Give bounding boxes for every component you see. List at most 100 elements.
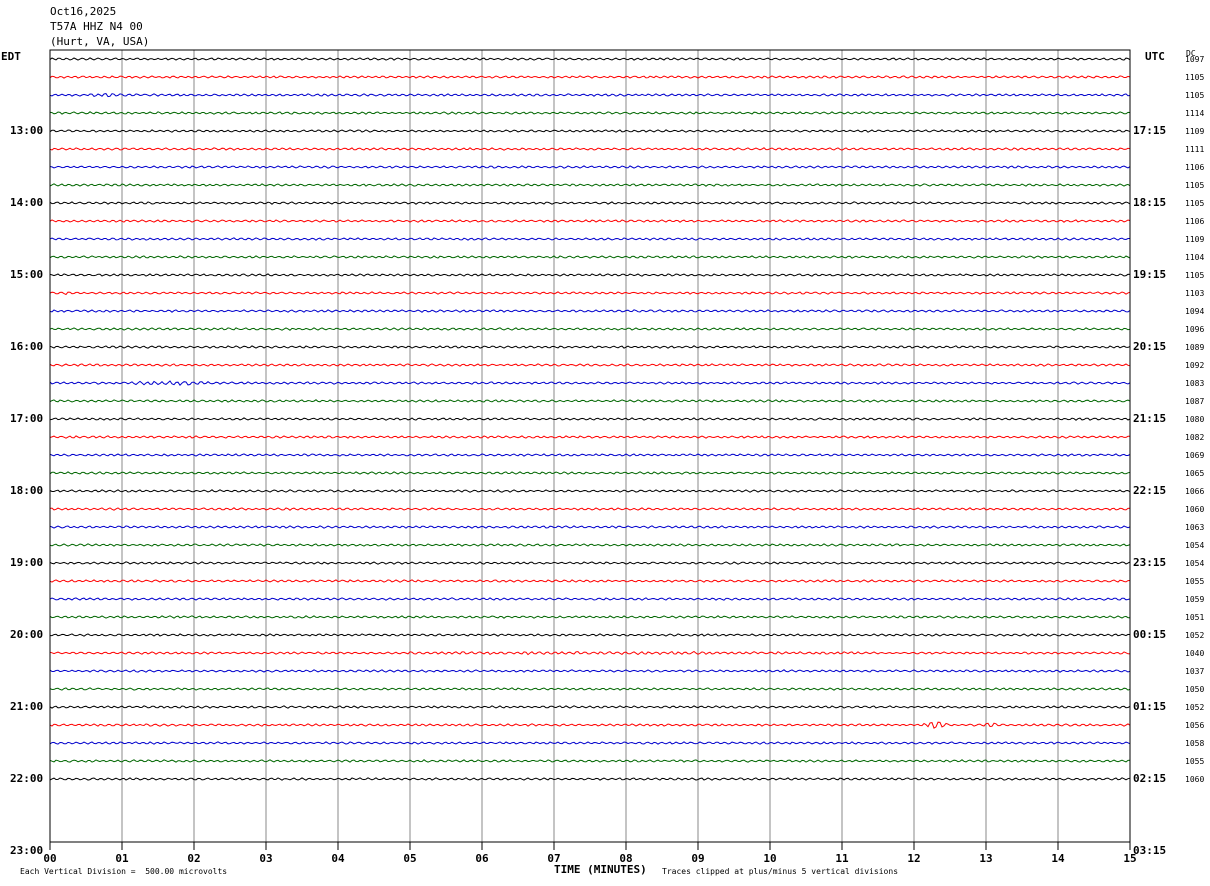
right-hour-label: 20:15	[1133, 340, 1167, 353]
seismic-trace	[49, 93, 1131, 98]
header-date: Oct16,2025	[50, 5, 117, 18]
left-timezone-label: EDT	[1, 50, 21, 63]
seismic-trace	[49, 615, 1131, 619]
x-tick-label: 06	[475, 852, 489, 865]
right-hour-label: 01:15	[1133, 700, 1167, 713]
x-tick-label: 10	[763, 852, 776, 865]
dc-offset-value: 1103	[1185, 289, 1205, 298]
seismic-trace	[49, 129, 1131, 133]
seismic-trace	[49, 165, 1131, 169]
left-hour-label: 16:00	[10, 340, 44, 353]
seismic-trace	[49, 363, 1131, 367]
seismic-trace	[49, 669, 1131, 673]
left-hour-label: 18:00	[10, 484, 44, 497]
seismic-trace	[49, 147, 1131, 151]
dc-offset-value: 1106	[1185, 217, 1205, 226]
left-hour-label: 22:00	[10, 772, 44, 785]
seismic-trace	[49, 291, 1131, 296]
dc-offset-value: 1097	[1185, 55, 1205, 64]
x-tick-label: 01	[115, 852, 129, 865]
seismic-trace	[49, 237, 1130, 241]
seismic-trace	[49, 507, 1131, 511]
dc-offset-value: 1094	[1185, 307, 1205, 316]
x-tick-label: 12	[907, 852, 920, 865]
dc-offset-value: 1063	[1185, 523, 1205, 532]
seismic-trace	[49, 201, 1131, 205]
seismic-trace	[49, 273, 1131, 277]
dc-offset-value: 1092	[1185, 361, 1205, 370]
seismic-trace	[49, 255, 1131, 259]
seismic-trace	[49, 327, 1131, 331]
dc-offset-value: 1111	[1185, 145, 1205, 154]
seismic-trace	[49, 687, 1131, 691]
dc-offset-value: 1052	[1185, 631, 1205, 640]
seismic-trace	[49, 183, 1131, 187]
dc-offset-value: 1105	[1185, 91, 1205, 100]
seismic-trace	[49, 111, 1131, 115]
dc-offset-value: 1105	[1185, 271, 1205, 280]
right-hour-label: 02:15	[1133, 772, 1167, 785]
x-tick-label: 05	[403, 852, 416, 865]
dc-offset-value: 1087	[1185, 397, 1205, 406]
seismic-trace	[49, 579, 1131, 583]
dc-offset-value: 1037	[1185, 667, 1205, 676]
dc-offset-value: 1083	[1185, 379, 1205, 388]
dc-offset-value: 1082	[1185, 433, 1205, 442]
dc-offset-value: 1104	[1185, 253, 1205, 262]
dc-offset-value: 1109	[1185, 127, 1205, 136]
dc-offset-value: 1058	[1185, 739, 1205, 748]
dc-offset-value: 1059	[1185, 595, 1205, 604]
dc-offset-value: 1080	[1185, 415, 1205, 424]
footer-vertical-division: Each Vertical Division = 500.00 microvol…	[20, 867, 228, 876]
dc-offset-value: 1065	[1185, 469, 1205, 478]
dc-offset-value: 1066	[1185, 487, 1205, 496]
x-axis-title: TIME (MINUTES)	[554, 863, 647, 876]
x-tick-label: 15	[1123, 852, 1136, 865]
dc-offset-value: 1054	[1185, 559, 1205, 568]
seismic-trace	[49, 399, 1131, 403]
left-hour-label: 17:00	[10, 412, 44, 425]
plot-frame	[49, 49, 1131, 843]
left-hour-label: 19:00	[10, 556, 44, 569]
dc-offset-value: 1060	[1185, 505, 1205, 514]
seismic-trace	[49, 471, 1131, 475]
seismic-trace	[50, 633, 1131, 637]
dc-offset-value: 1040	[1185, 649, 1205, 658]
x-tick-label: 04	[331, 852, 345, 865]
x-tick-label: 02	[187, 852, 200, 865]
x-tick-label: 09	[691, 852, 704, 865]
right-hour-label: 00:15	[1133, 628, 1167, 641]
x-tick-label: 08	[619, 852, 632, 865]
seismic-trace	[49, 309, 1131, 313]
seismic-trace	[49, 759, 1131, 763]
x-tick-label: 13	[979, 852, 992, 865]
dc-offset-value: 1105	[1185, 199, 1205, 208]
seismic-trace	[49, 57, 1131, 61]
header-station: T57A HHZ N4 00	[50, 20, 143, 33]
minute-grid	[121, 50, 1059, 842]
seismic-trace	[49, 489, 1131, 493]
right-hour-label: 21:15	[1133, 412, 1167, 425]
left-hour-label: 15:00	[10, 268, 44, 281]
right-hour-label: 18:15	[1133, 196, 1167, 209]
seismic-trace	[49, 417, 1131, 421]
x-tick-label: 03	[259, 852, 272, 865]
x-axis-ticks: 00 01 02 03 04 05 06 07 08 09 10 11 12 13 14 15	[43, 842, 1137, 865]
dc-offset-value: 1105	[1185, 181, 1205, 190]
x-tick-label: 00	[43, 852, 56, 865]
dc-offset-value: 1055	[1185, 757, 1205, 766]
seismic-trace	[49, 543, 1131, 547]
dc-offset-value: 1089	[1185, 343, 1205, 352]
dc-offset-value: 1109	[1185, 235, 1205, 244]
dc-label: DC	[1186, 49, 1196, 58]
left-hour-label: 20:00	[10, 628, 44, 641]
seismic-trace	[49, 525, 1131, 529]
seismic-trace	[49, 597, 1131, 601]
seismic-trace	[49, 380, 1131, 386]
right-hour-label: 19:15	[1133, 268, 1167, 281]
left-hour-label: 21:00	[10, 700, 44, 713]
x-tick-label: 14	[1051, 852, 1065, 865]
left-hour-label: 13:00	[10, 124, 44, 137]
footer-clip-note: Traces clipped at plus/minus 5 vertical …	[662, 867, 899, 876]
